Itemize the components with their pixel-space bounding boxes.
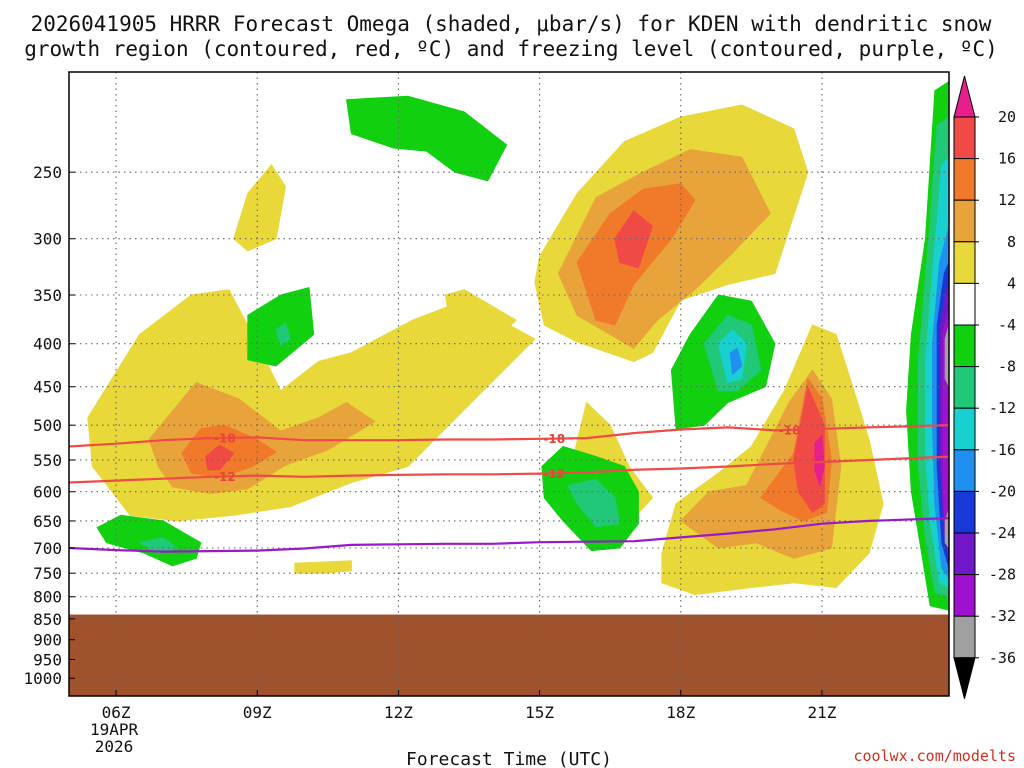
y-tick-label-500: 500	[33, 416, 62, 435]
colorbar-label--4: -4	[998, 316, 1016, 334]
colorbar-block-5	[953, 282, 976, 326]
colorbar-block-9	[953, 449, 976, 492]
dgz-contour-line	[69, 455, 949, 484]
omega-region-19	[275, 322, 291, 347]
colorbar-label-12: 12	[998, 191, 1016, 209]
x-tick-label-21Z: 21Z	[807, 703, 836, 722]
omega-region-16	[814, 435, 825, 487]
chart-title-line1: 2026041905 HRRR Forecast Omega (shaded, …	[31, 12, 992, 36]
y-tick-label-600: 600	[33, 483, 62, 502]
y-tick-label-800: 800	[33, 588, 62, 607]
y-tick-label-950: 950	[33, 650, 62, 669]
omega-region-13	[205, 444, 235, 471]
y-tick-label-700: 700	[33, 539, 62, 558]
plot-frame	[68, 71, 950, 697]
grid-lines	[69, 72, 949, 696]
temperature-contours: -18 -18 -18 -12 -12	[69, 424, 949, 553]
y-tick-label-750: 750	[33, 564, 62, 583]
colorbar-top-arrow	[953, 75, 976, 118]
omega-region-15	[793, 386, 825, 513]
colorbar-block-11	[953, 532, 976, 576]
contour-label: -18	[543, 432, 565, 446]
colorbar-block-7	[953, 366, 976, 409]
contour-label: -12	[214, 470, 236, 484]
colorbar-block-6	[953, 324, 976, 368]
colorbar-block-12	[953, 574, 976, 617]
chart-title-line2: growth region (contoured, red, ºC) and f…	[24, 37, 998, 61]
y-tick-label-900: 900	[33, 631, 62, 650]
omega-region-6	[294, 560, 352, 574]
colorbar-block-2	[953, 158, 976, 201]
x-tick-date: 19APR	[90, 720, 139, 739]
contour-label: -18	[214, 432, 236, 446]
contour-label: -12	[543, 467, 565, 481]
omega-region-27	[729, 347, 743, 375]
x-tick-label-12Z: 12Z	[384, 703, 413, 722]
colorbar-label--8: -8	[998, 358, 1016, 376]
x-axis-label: Forecast Time (UTC)	[406, 749, 612, 768]
terrain-block	[69, 614, 949, 696]
dgz-contour-line	[69, 424, 949, 448]
y-tick-label-250: 250	[33, 163, 62, 182]
omega-shading	[87, 81, 949, 611]
y-tick-label-1000: 1000	[23, 669, 62, 688]
freezing-level-line	[69, 517, 949, 553]
colorbar-label-8: 8	[1007, 233, 1016, 251]
y-tick-label-550: 550	[33, 451, 62, 470]
omega-region-14	[614, 210, 653, 269]
y-tick-label-650: 650	[33, 512, 62, 531]
colorbar-block-8	[953, 407, 976, 451]
colorbar-label-4: 4	[1007, 274, 1016, 292]
colorbar-block-10	[953, 490, 976, 534]
colorbar-label--36: -36	[989, 649, 1016, 667]
omega-region-17	[346, 95, 508, 182]
y-tick-label-350: 350	[33, 286, 62, 305]
colorbar-label--28: -28	[989, 566, 1016, 584]
omega-region-1	[233, 164, 286, 252]
colorbar-label--32: -32	[989, 607, 1016, 625]
x-tick-label-18Z: 18Z	[666, 703, 695, 722]
colorbar-block-13	[953, 615, 976, 659]
omega-region-21	[139, 536, 178, 554]
colorbar-block-4	[953, 241, 976, 284]
y-tick-label-400: 400	[33, 335, 62, 354]
colorbar-block-3	[953, 199, 976, 243]
y-tick-label-450: 450	[33, 378, 62, 397]
credit-text: coolwx.com/modelts	[853, 747, 1016, 765]
omega-region-23	[567, 478, 621, 527]
y-tick-label-850: 850	[33, 610, 62, 629]
omega-region-2	[445, 289, 517, 354]
colorbar-label-16: 16	[998, 150, 1016, 168]
colorbar-label--24: -24	[989, 524, 1016, 542]
colorbar: 20 16 12 8 4 -4 -8 -12 -16 -20 -24 -28 -32 -36	[953, 75, 1016, 699]
omega-region-35	[944, 324, 949, 388]
y-tick-label-300: 300	[33, 230, 62, 249]
colorbar-block-1	[953, 116, 976, 160]
colorbar-bottom-arrow	[953, 657, 976, 699]
colorbar-label--20: -20	[989, 482, 1016, 500]
x-tick-label-15Z: 15Z	[525, 703, 554, 722]
colorbar-label--12: -12	[989, 399, 1016, 417]
colorbar-label--16: -16	[989, 441, 1016, 459]
colorbar-label-20: 20	[998, 108, 1016, 126]
x-tick-label-09Z: 09Z	[243, 703, 272, 722]
x-tick-year: 2026	[95, 737, 134, 756]
terrain-layer	[69, 614, 949, 696]
x-tick-label-06Z: 06Z	[102, 703, 131, 722]
contour-label: -18	[779, 424, 801, 438]
y-axis: 250 300 350 400 450 500 550 600 650 700 750 800 850 9…	[23, 163, 75, 688]
